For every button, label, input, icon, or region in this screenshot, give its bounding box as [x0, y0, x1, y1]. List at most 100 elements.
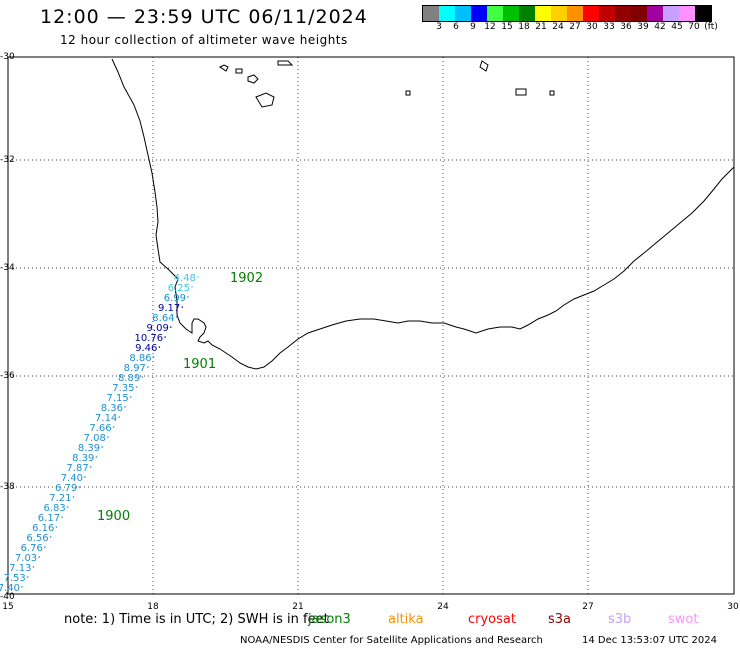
legend-tick-label: 30 — [586, 22, 598, 32]
wave-height-label: 6.16 — [32, 523, 54, 534]
credit-line: NOAA/NESDIS Center for Satellite Applica… — [240, 635, 543, 646]
color-scale-labels: 3 6 9 12 15 18 21 24 27 30 33 36 39 42 45 70 (ft) — [422, 22, 740, 36]
longitude-label: 27 — [582, 602, 594, 612]
legend-tick-label: 21 — [535, 22, 547, 32]
track-point — [129, 396, 132, 398]
islet-6 — [405, 90, 411, 96]
satellite-legend-item: s3b — [608, 612, 632, 627]
legend-swatch — [455, 6, 471, 21]
track-point — [118, 416, 121, 418]
track-time-label: 1901 — [183, 357, 216, 372]
legend-tick-label: 42 — [654, 22, 666, 32]
wave-height-label: 7.87 — [66, 463, 88, 474]
track-point — [187, 296, 189, 298]
legend-swatch — [503, 6, 519, 21]
track-point — [32, 566, 35, 568]
satellite-legend-item: altika — [388, 612, 424, 627]
legend-swatch — [599, 6, 615, 21]
track-point — [175, 316, 178, 318]
wave-height-label: 7.08 — [84, 433, 106, 444]
track-point — [26, 576, 29, 578]
legend-tick-label: 3 — [436, 22, 442, 32]
satellite-legend-item: swot — [668, 612, 699, 627]
map-subtitle: 12 hour collection of altimeter wave hei… — [60, 33, 348, 47]
satellite-track-points — [21, 276, 199, 588]
track-point — [78, 486, 81, 488]
legend-swatch — [535, 6, 551, 21]
legend-swatch — [583, 6, 599, 21]
satellite-legend-item: jason3 — [308, 612, 351, 627]
islet-5 — [479, 60, 489, 72]
track-point — [61, 516, 63, 518]
wave-height-label: 7.13 — [9, 563, 31, 574]
longitude-label: 30 — [727, 602, 739, 612]
legend-tick-label: 39 — [637, 22, 649, 32]
islet-1 — [235, 68, 243, 74]
legend-swatch — [551, 6, 567, 21]
wave-height-label: 8.36 — [101, 403, 123, 414]
generated-timestamp: 14 Dec 13:53:07 UTC 2024 — [582, 635, 717, 646]
wave-height-label: 7.40 — [61, 473, 83, 484]
legend-tick-label: 36 — [620, 22, 632, 32]
legend-tick-label: 45 — [671, 22, 683, 32]
legend-swatch — [423, 6, 439, 21]
africa-coastline — [111, 58, 735, 370]
latitude-label: -38 — [0, 482, 15, 492]
color-scale-swatches — [422, 5, 712, 22]
islet-3 — [255, 92, 275, 108]
satellite-legend-item: s3a — [548, 612, 572, 627]
wave-height-label: 8.86 — [129, 353, 151, 364]
track-point — [164, 336, 166, 338]
track-point — [112, 426, 115, 428]
legend-swatch — [679, 6, 695, 21]
wave-height-label: 6.56 — [26, 533, 48, 544]
track-point — [170, 326, 172, 328]
legend-tick-label: 18 — [518, 22, 530, 32]
islet-7 — [515, 88, 527, 96]
wave-height-label: 8.39 — [78, 443, 100, 454]
wave-height-label: 4.48 — [174, 273, 196, 284]
wave-height-label: 7.35 — [112, 383, 134, 394]
legend-swatch — [615, 6, 631, 21]
wave-height-label: 6.25 — [168, 283, 190, 294]
islet-8 — [549, 90, 555, 96]
track-point — [107, 436, 109, 438]
legend-swatch — [663, 6, 679, 21]
legend-tick-label: (ft) — [704, 22, 718, 32]
track-point — [158, 346, 161, 348]
wave-height-label: 7.40 — [0, 583, 20, 594]
track-point — [21, 586, 23, 588]
track-point — [141, 376, 144, 378]
track-point — [38, 556, 40, 558]
wave-height-label: 6.76 — [21, 543, 43, 554]
track-time-label: 1900 — [97, 509, 130, 524]
wave-height-labels: 4.486.256.999.178.649.0910.769.468.868.9… — [0, 273, 196, 594]
track-point — [72, 496, 75, 498]
wave-height-label: 9.46 — [135, 343, 157, 354]
satellite-legend-item: cryosat — [468, 612, 516, 627]
legend-tick-label: 70 — [688, 22, 700, 32]
map-title: 12:00 — 23:59 UTC 06/11/2024 — [40, 6, 368, 28]
legend-tick-label: 33 — [603, 22, 615, 32]
wave-height-label: 6.79 — [55, 483, 77, 494]
latitude-label: -40 — [0, 592, 15, 602]
track-point — [181, 306, 184, 308]
track-point — [191, 286, 193, 288]
latitude-label: -34 — [0, 263, 15, 273]
legend-swatch — [695, 6, 711, 21]
wave-height-label: 8.89 — [118, 373, 140, 384]
track-time-label: 1902 — [230, 271, 263, 286]
wave-height-label: 9.09 — [147, 323, 169, 334]
legend-tick-label: 15 — [501, 22, 513, 32]
legend-tick-label: 6 — [453, 22, 459, 32]
map-frame — [7, 56, 735, 595]
legend-swatch — [631, 6, 647, 21]
islet-4 — [277, 60, 294, 66]
legend-swatch — [439, 6, 455, 21]
legend-swatch — [471, 6, 487, 21]
graticule — [8, 57, 734, 594]
wave-height-label: 7.53 — [3, 573, 25, 584]
legend-tick-label: 9 — [470, 22, 476, 32]
wave-height-label: 7.66 — [89, 423, 111, 434]
longitude-label: 18 — [147, 602, 159, 612]
